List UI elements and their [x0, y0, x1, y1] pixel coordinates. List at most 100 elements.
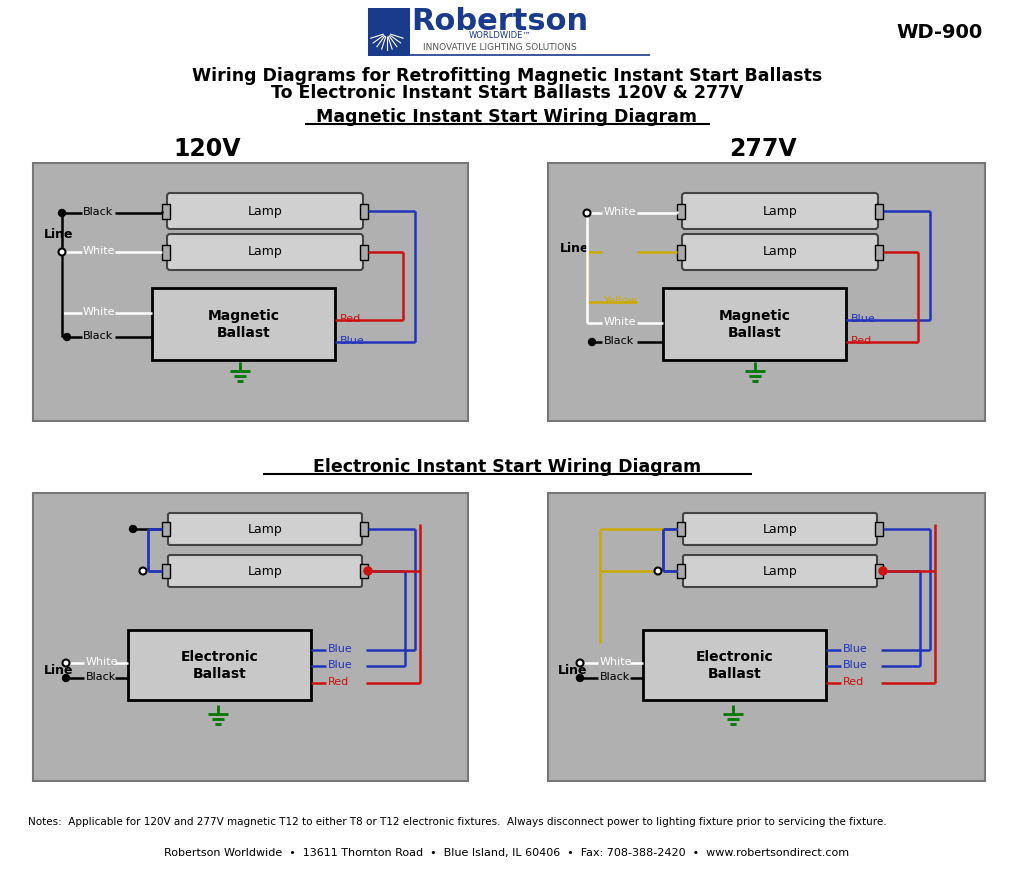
Text: Blue: Blue — [328, 661, 353, 670]
Text: Electronic: Electronic — [181, 650, 259, 664]
Bar — [548, 493, 985, 781]
Text: Red: Red — [843, 677, 864, 687]
FancyBboxPatch shape — [168, 513, 362, 545]
Text: White: White — [83, 307, 116, 317]
Text: 277V: 277V — [729, 137, 797, 161]
Bar — [642, 630, 826, 700]
Circle shape — [64, 333, 70, 340]
Circle shape — [577, 660, 584, 667]
FancyBboxPatch shape — [683, 555, 877, 587]
Text: Lamp: Lamp — [762, 523, 798, 535]
Text: Blue: Blue — [843, 661, 868, 670]
FancyBboxPatch shape — [167, 234, 363, 270]
Text: Lamp: Lamp — [762, 245, 798, 259]
FancyBboxPatch shape — [168, 555, 362, 587]
FancyBboxPatch shape — [683, 513, 877, 545]
Bar — [875, 204, 883, 219]
Text: INNOVATIVE LIGHTING SOLUTIONS: INNOVATIVE LIGHTING SOLUTIONS — [423, 44, 577, 52]
Text: To Electronic Instant Start Ballasts 120V & 277V: To Electronic Instant Start Ballasts 120… — [271, 84, 743, 102]
Bar — [128, 630, 311, 700]
Bar — [677, 564, 685, 578]
Text: Black: Black — [83, 207, 114, 217]
Bar — [548, 163, 985, 421]
Text: Black: Black — [83, 331, 114, 341]
Text: Blue: Blue — [328, 644, 353, 653]
Bar — [33, 163, 468, 421]
Text: Magnetic: Magnetic — [719, 309, 791, 323]
Text: Blue: Blue — [340, 336, 364, 346]
Text: Magnetic: Magnetic — [207, 309, 279, 323]
Text: Lamp: Lamp — [248, 245, 282, 259]
Bar — [663, 288, 845, 360]
Bar — [360, 564, 368, 578]
Text: Electronic Instant Start Wiring Diagram: Electronic Instant Start Wiring Diagram — [313, 458, 701, 476]
Bar — [875, 244, 883, 260]
Circle shape — [364, 567, 373, 575]
Text: 120V: 120V — [174, 137, 241, 161]
Text: Red: Red — [340, 315, 361, 324]
Text: Blue: Blue — [843, 644, 868, 653]
Bar — [677, 522, 685, 536]
Text: Ballast: Ballast — [707, 667, 761, 681]
Circle shape — [59, 249, 66, 255]
Bar — [162, 522, 170, 536]
Text: Wiring Diagrams for Retrofitting Magnetic Instant Start Ballasts: Wiring Diagrams for Retrofitting Magneti… — [192, 67, 822, 85]
Circle shape — [139, 567, 146, 574]
Text: Red: Red — [851, 336, 872, 346]
Text: Black: Black — [86, 672, 117, 682]
FancyBboxPatch shape — [167, 193, 363, 229]
Text: Ballast: Ballast — [216, 326, 270, 340]
Text: Notes:  Applicable for 120V and 277V magnetic T12 to either T8 or T12 electronic: Notes: Applicable for 120V and 277V magn… — [28, 817, 887, 827]
Text: Yellow: Yellow — [604, 296, 638, 306]
Text: Lamp: Lamp — [762, 565, 798, 578]
Text: Magnetic Instant Start Wiring Diagram: Magnetic Instant Start Wiring Diagram — [317, 108, 697, 126]
Bar — [33, 493, 468, 781]
Text: White: White — [86, 657, 119, 667]
Text: Ballast: Ballast — [193, 667, 247, 681]
Text: White: White — [600, 657, 632, 667]
Text: Lamp: Lamp — [248, 565, 282, 578]
Text: Lamp: Lamp — [248, 523, 282, 535]
Bar — [162, 244, 170, 260]
Text: Black: Black — [604, 336, 634, 346]
Bar — [162, 564, 170, 578]
Text: Ballast: Ballast — [728, 326, 782, 340]
Circle shape — [655, 567, 662, 574]
Bar — [677, 244, 685, 260]
Text: WD-900: WD-900 — [897, 22, 984, 42]
Bar — [360, 244, 368, 260]
Bar — [360, 204, 368, 219]
Bar — [152, 288, 335, 360]
Bar — [875, 564, 883, 578]
Circle shape — [63, 675, 69, 682]
Circle shape — [879, 567, 887, 575]
Text: Line: Line — [560, 242, 590, 254]
Text: White: White — [604, 317, 636, 327]
Text: White: White — [83, 246, 116, 256]
Circle shape — [584, 210, 591, 217]
Bar — [677, 204, 685, 219]
Text: Lamp: Lamp — [248, 204, 282, 218]
Text: WORLDWIDE™: WORLDWIDE™ — [469, 31, 532, 41]
Text: Line: Line — [44, 228, 73, 242]
Circle shape — [589, 339, 596, 346]
FancyBboxPatch shape — [682, 193, 878, 229]
Bar — [360, 522, 368, 536]
Text: Robertson Worldwide  •  13611 Thornton Road  •  Blue Island, IL 60406  •  Fax: 7: Robertson Worldwide • 13611 Thornton Roa… — [164, 848, 850, 858]
Text: Robertson: Robertson — [411, 7, 589, 36]
Text: White: White — [604, 207, 636, 217]
Text: Blue: Blue — [851, 315, 876, 324]
Circle shape — [130, 525, 136, 533]
Text: Red: Red — [328, 677, 349, 687]
Text: Line: Line — [44, 663, 73, 677]
Circle shape — [63, 660, 69, 667]
Circle shape — [59, 210, 66, 217]
Bar — [875, 522, 883, 536]
FancyBboxPatch shape — [682, 234, 878, 270]
Bar — [368, 8, 410, 56]
Text: Electronic: Electronic — [695, 650, 773, 664]
Circle shape — [577, 675, 584, 682]
Text: Lamp: Lamp — [762, 204, 798, 218]
Bar — [162, 204, 170, 219]
Text: Black: Black — [600, 672, 630, 682]
